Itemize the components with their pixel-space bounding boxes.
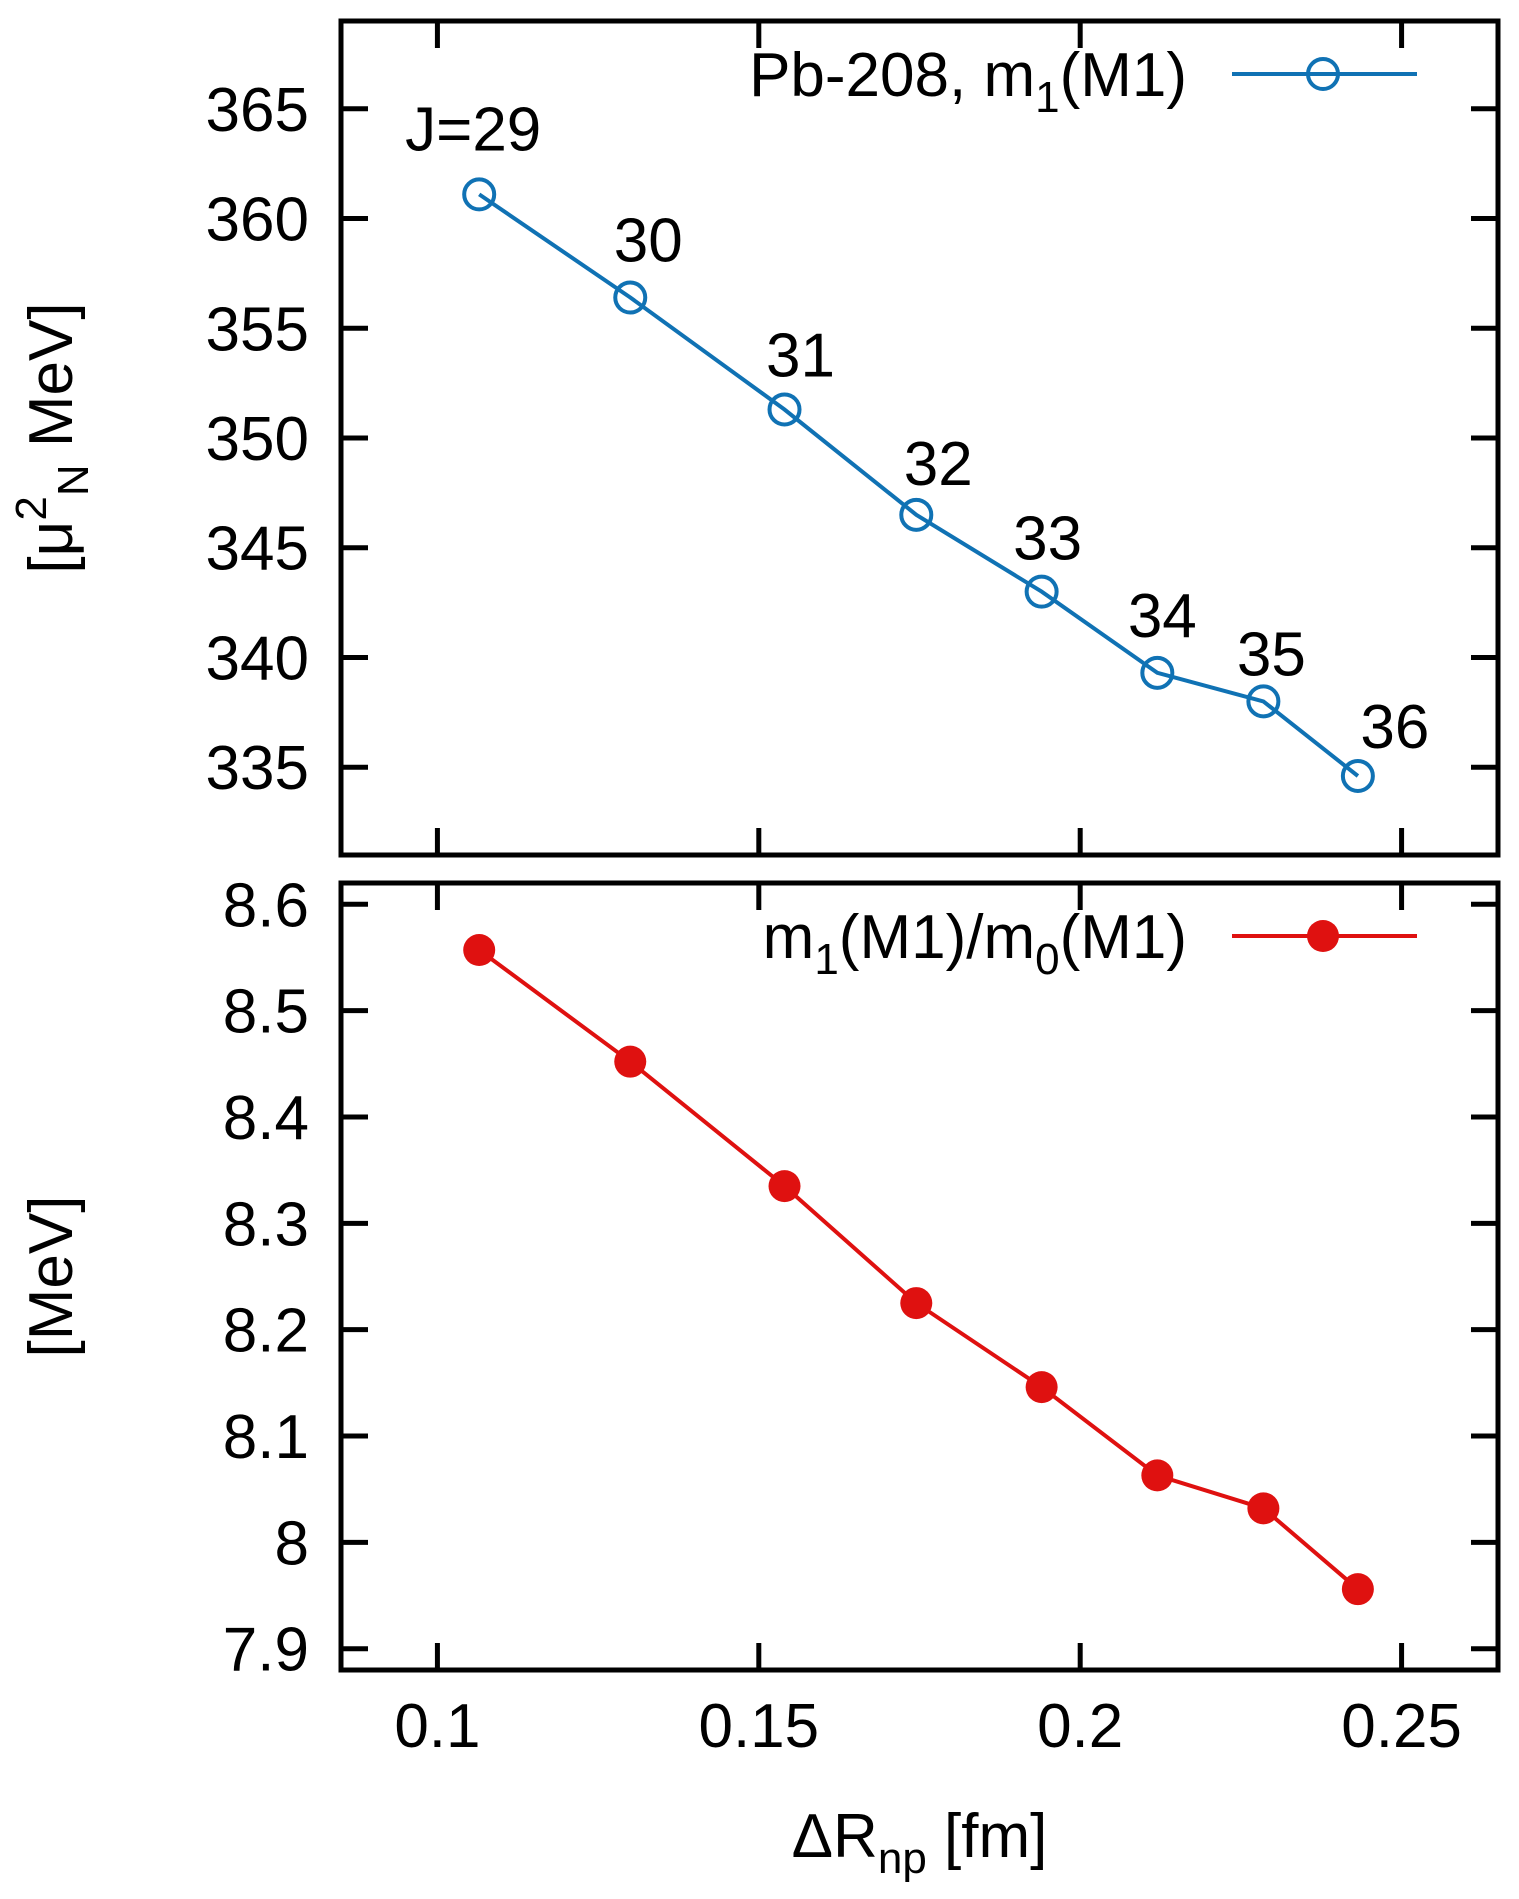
- data-point: [768, 1170, 801, 1203]
- y-tick-label: 8.6: [223, 871, 309, 940]
- y-tick-label: 8.5: [223, 978, 309, 1047]
- data-point: [900, 1287, 933, 1320]
- x-tick-label: 0.1: [394, 1692, 480, 1761]
- x-tick-label: 0.25: [1341, 1692, 1462, 1761]
- y-tick-label: 8: [275, 1509, 309, 1578]
- data-point: [462, 177, 497, 212]
- data-point: [613, 280, 648, 315]
- series-line-bottom: [478, 948, 1360, 1591]
- data-point: [1247, 1492, 1280, 1525]
- data-point: [1246, 684, 1281, 719]
- legend-sample-marker: [1306, 57, 1340, 91]
- data-point: [1341, 1573, 1374, 1606]
- point-label: 34: [1128, 582, 1197, 651]
- point-label: 31: [766, 321, 835, 390]
- y-tick-label: 355: [206, 295, 309, 364]
- panel-top: 335 340 345 350 355 360 365 [μ2N MeV] J=29 30 31 32…: [7, 18, 1501, 858]
- point-label: 30: [614, 207, 683, 276]
- point-label: 36: [1360, 693, 1429, 762]
- legend-label: m1(M1)/m0(M1): [763, 903, 1187, 984]
- y-tick-label: 8.2: [223, 1297, 309, 1366]
- data-point: [1340, 758, 1375, 793]
- y-tick-label: 8.3: [223, 1190, 309, 1259]
- y-tick-label: 8.1: [223, 1403, 309, 1472]
- plot-border: [338, 880, 1501, 1673]
- y-tick-label: 360: [206, 186, 309, 255]
- data-point: [463, 934, 496, 967]
- data-point: [1024, 574, 1059, 609]
- legend-label: Pb-208, m1(M1): [749, 41, 1187, 122]
- data-point: [614, 1045, 647, 1078]
- data-point: [1025, 1371, 1058, 1404]
- data-point: [1140, 655, 1175, 690]
- y-tick-label: 345: [206, 515, 309, 584]
- data-point: [1141, 1459, 1174, 1492]
- y-axis-label: [MeV]: [17, 1196, 86, 1358]
- point-label: 33: [1013, 505, 1082, 574]
- y-axis-label: [μ2N MeV]: [7, 302, 98, 573]
- x-tick-label: 0.15: [698, 1692, 819, 1761]
- point-label: 35: [1237, 620, 1306, 689]
- y-tick-label: 340: [206, 624, 309, 693]
- y-tick-label: 350: [206, 405, 309, 474]
- data-point: [899, 497, 934, 532]
- x-tick-label: 0.2: [1037, 1692, 1123, 1761]
- series-line-top: [478, 192, 1360, 778]
- panel-bottom: 0.1 0.15 0.2 0.25 7.9 8 8.1 8.2 8.3 8.4 8.5 8.6 [MeV…: [17, 871, 1501, 1761]
- point-label: J=29: [405, 95, 541, 164]
- y-tick-label: 8.4: [223, 1084, 309, 1153]
- data-point: [767, 392, 802, 427]
- point-label: 32: [904, 430, 973, 499]
- x-axis-label: ΔRnp [fm]: [792, 1802, 1048, 1883]
- y-tick-label: 7.9: [223, 1616, 309, 1685]
- y-tick-label: 335: [206, 734, 309, 803]
- legend-sample-marker: [1307, 920, 1339, 952]
- y-tick-label: 365: [206, 76, 309, 145]
